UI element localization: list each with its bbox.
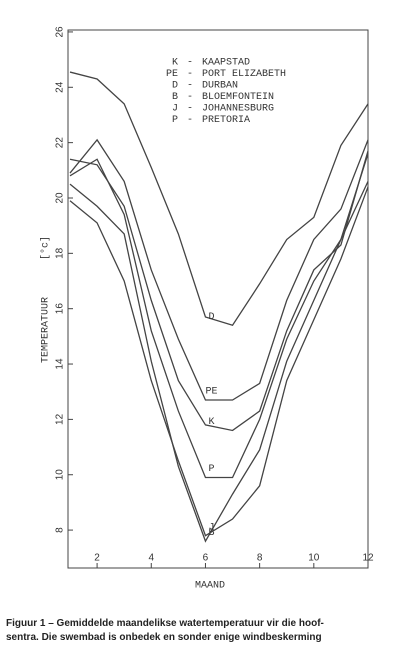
legend-dash: - [187, 69, 193, 80]
x-tick-label: 8 [257, 553, 263, 564]
legend-name: PRETORIA [202, 115, 250, 126]
legend-name: KAAPSTAD [202, 58, 250, 69]
y-tick-label: 26 [55, 26, 66, 38]
legend-code: PE [166, 69, 178, 80]
caption-line: sentra. Die swembad is onbedek en sonder… [6, 632, 322, 643]
legend-name: DURBAN [202, 81, 238, 92]
y-tick-label: 16 [55, 303, 66, 315]
series-line [69, 138, 369, 401]
y-tick-label: 12 [55, 413, 66, 425]
legend-code: P [172, 115, 178, 126]
y-tick-label: 10 [55, 469, 66, 481]
legend-code: K [172, 58, 178, 69]
series-line [69, 158, 369, 479]
legend-code: B [172, 92, 178, 103]
series-line [69, 153, 369, 543]
curve-label: PE [205, 387, 217, 398]
y-tick-label: 20 [55, 192, 66, 204]
legend-name: JOHANNESBURG [202, 104, 274, 115]
series-line [69, 186, 369, 537]
y-tick-label: 22 [55, 137, 66, 149]
x-tick-label: 10 [308, 553, 320, 564]
legend-name: BLOEMFONTEIN [202, 92, 274, 103]
legend-name: PORT ELIZABETH [202, 69, 286, 80]
x-tick-label: 2 [94, 553, 100, 564]
curve-label: P [208, 464, 214, 475]
y-tick-label: 18 [55, 247, 66, 259]
y-axis-label: TEMPERATUUR [41, 297, 52, 363]
series-line [69, 71, 369, 327]
series-line [69, 150, 369, 432]
legend-code: D [172, 81, 178, 92]
x-tick-label: 6 [203, 553, 209, 564]
y-tick-label: 14 [55, 358, 66, 370]
y-tick-label: 24 [55, 81, 66, 93]
legend-code: J [172, 104, 178, 115]
y-tick-label: 8 [55, 527, 66, 533]
x-axis-label: MAAND [195, 581, 225, 592]
x-tick-label: 4 [148, 553, 154, 564]
legend-dash: - [187, 81, 193, 92]
legend-dash: - [187, 104, 193, 115]
caption-line: Figuur 1 – Gemiddelde maandelikse watert… [6, 618, 324, 629]
curve-label: J [208, 522, 214, 533]
plot-frame [67, 29, 369, 569]
legend-dash: - [187, 58, 193, 69]
curve-label: B [208, 528, 214, 539]
x-tick-label: 12 [362, 553, 374, 564]
legend-dash: - [187, 92, 193, 103]
y-axis-unit: [°c] [40, 236, 52, 260]
curve-label: D [208, 312, 214, 323]
legend-dash: - [187, 115, 193, 126]
curve-label: K [208, 417, 214, 428]
